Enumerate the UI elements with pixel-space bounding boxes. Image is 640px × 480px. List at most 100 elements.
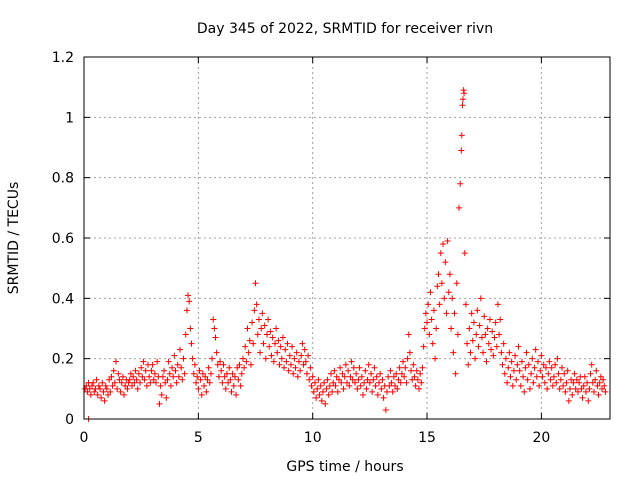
data-point — [396, 364, 403, 371]
data-point — [380, 394, 387, 401]
data-point — [246, 337, 253, 344]
data-point — [307, 364, 314, 371]
data-point — [419, 364, 426, 371]
data-point — [441, 295, 448, 302]
data-point — [239, 355, 246, 362]
data-point — [234, 364, 241, 371]
data-point — [324, 376, 331, 383]
data-point — [352, 379, 359, 386]
data-point — [548, 364, 555, 371]
data-point — [242, 343, 249, 350]
data-point — [409, 376, 416, 383]
data-point — [332, 382, 339, 389]
data-point — [100, 388, 107, 395]
data-point — [526, 385, 533, 392]
data-point — [489, 328, 496, 335]
data-point — [458, 132, 465, 139]
data-point — [331, 367, 338, 374]
data-point — [403, 379, 410, 386]
data-point — [143, 382, 150, 389]
data-point — [570, 379, 577, 386]
data-point — [472, 355, 479, 362]
data-point — [326, 382, 333, 389]
data-point — [219, 379, 226, 386]
data-point — [361, 379, 368, 386]
data-point — [294, 373, 301, 380]
data-point — [456, 204, 463, 211]
data-point — [502, 355, 509, 362]
data-point — [218, 367, 225, 374]
data-point — [191, 361, 198, 368]
data-point — [412, 382, 419, 389]
data-point — [214, 361, 221, 368]
data-point — [517, 382, 524, 389]
data-points — [82, 87, 609, 422]
data-point — [598, 385, 605, 392]
axis-ticks: 0 0.2 0.4 0.6 0.8 1 1.2 0 5 10 15 20 — [52, 50, 610, 446]
y-axis-label: SRMTID / TECUs — [6, 182, 22, 295]
data-point — [238, 370, 245, 377]
data-point — [229, 370, 236, 377]
data-point — [436, 301, 443, 308]
data-point — [449, 295, 456, 302]
data-point — [541, 379, 548, 386]
data-point — [485, 340, 492, 347]
data-point — [385, 373, 392, 380]
data-point — [594, 382, 601, 389]
plot-frame — [83, 56, 611, 420]
data-point — [353, 370, 360, 377]
data-point — [595, 391, 602, 398]
data-point — [132, 367, 139, 374]
data-point — [464, 340, 471, 347]
data-point — [413, 367, 420, 374]
data-point — [372, 382, 379, 389]
data-point — [507, 373, 514, 380]
data-point — [500, 340, 507, 347]
data-point — [589, 379, 596, 386]
data-point — [364, 376, 371, 383]
y-tick-label: 1 — [65, 110, 74, 126]
data-point — [544, 385, 551, 392]
data-point — [593, 367, 600, 374]
data-point — [190, 370, 197, 377]
data-point — [492, 319, 499, 326]
data-point — [469, 337, 476, 344]
data-point — [444, 238, 451, 245]
data-point — [462, 301, 469, 308]
data-point — [107, 388, 114, 395]
data-point — [270, 358, 277, 365]
data-point — [295, 358, 302, 365]
data-point — [549, 382, 556, 389]
data-point — [129, 382, 136, 389]
data-point — [231, 373, 238, 380]
data-point — [300, 361, 307, 368]
data-point — [94, 391, 101, 398]
y-tick-label: 0.6 — [52, 231, 74, 247]
data-point — [275, 337, 282, 344]
data-point — [340, 385, 347, 392]
data-point — [329, 388, 336, 395]
x-tick-label: 10 — [304, 430, 322, 446]
data-point — [323, 385, 330, 392]
data-point — [363, 385, 370, 392]
data-point — [341, 373, 348, 380]
data-point — [400, 358, 407, 365]
data-point — [488, 346, 495, 353]
data-point — [273, 325, 280, 332]
data-point — [592, 376, 599, 383]
data-point — [220, 361, 227, 368]
data-point — [221, 373, 228, 380]
data-point — [406, 349, 413, 356]
data-point — [338, 379, 345, 386]
data-point — [539, 373, 546, 380]
data-point — [207, 370, 214, 377]
data-point — [448, 325, 455, 332]
data-point — [317, 382, 324, 389]
data-point — [451, 310, 458, 317]
data-point — [183, 307, 190, 314]
data-point — [154, 358, 161, 365]
data-point — [282, 346, 289, 353]
data-point — [365, 361, 372, 368]
data-point — [582, 388, 589, 395]
data-point — [550, 373, 557, 380]
